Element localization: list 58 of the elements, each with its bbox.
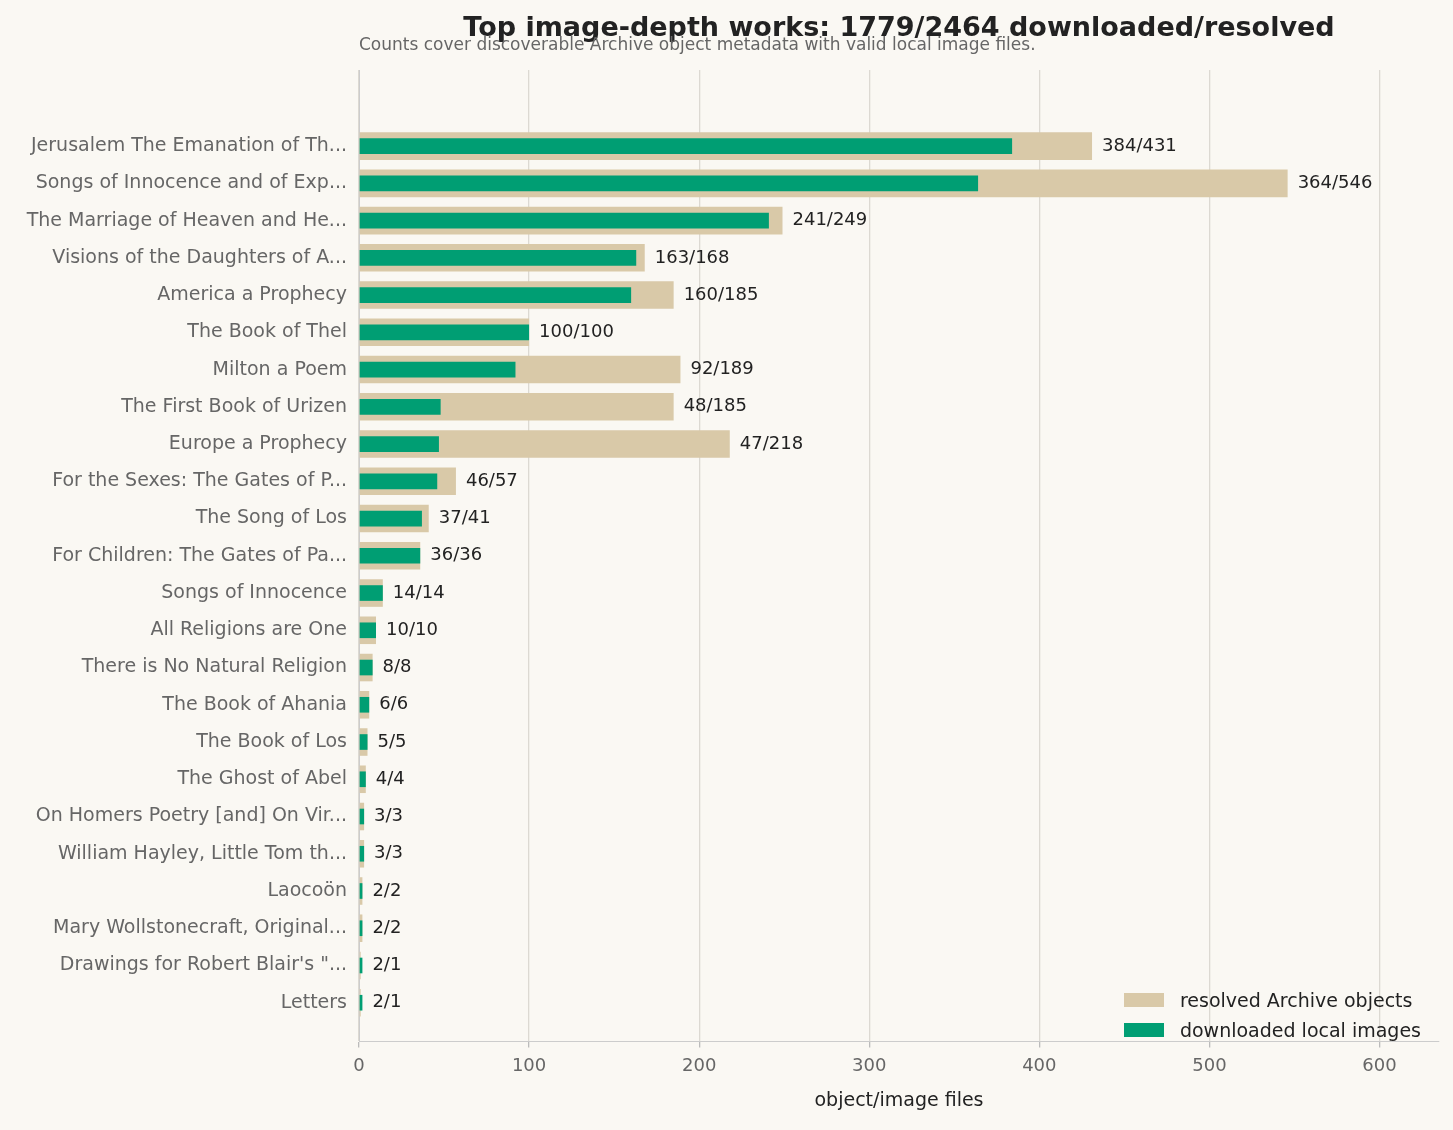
annotation: 100/100 xyxy=(539,320,614,341)
annotation: 241/249 xyxy=(792,208,868,230)
annotation: 37/41 xyxy=(438,506,491,528)
y-tick-label: Letters xyxy=(280,989,347,1012)
annotation: 384/431 xyxy=(1102,133,1177,155)
y-tick-label: Visions of the Daughters of A... xyxy=(52,244,347,267)
y-tick-label: Mary Wollstonecraft, Original... xyxy=(53,915,347,938)
annotation: 14/14 xyxy=(392,580,445,602)
annotation: 5/5 xyxy=(377,729,407,751)
x-tick-label: 100 xyxy=(511,1054,547,1076)
y-tick-label: Laocoön xyxy=(267,877,347,900)
x-tick-label: 400 xyxy=(1022,1054,1057,1076)
annotation: 2/1 xyxy=(372,953,402,975)
y-tick-label: The First Book of Urizen xyxy=(120,393,347,416)
y-tick-label: The Book of Thel xyxy=(186,319,347,342)
annotation: 46/57 xyxy=(465,468,518,490)
x-tick-label: 600 xyxy=(1362,1054,1397,1076)
y-tick-label: All Religions are One xyxy=(150,617,347,640)
annotation: 47/218 xyxy=(739,431,804,453)
annotation: 160/185 xyxy=(683,282,759,304)
y-tick-label: America a Prophecy xyxy=(157,282,347,305)
annotation: 10/10 xyxy=(386,617,438,639)
annotation: 48/185 xyxy=(683,394,747,416)
legend-label: resolved Archive objects xyxy=(1179,988,1413,1013)
y-tick-label: For Children: The Gates of Pa... xyxy=(52,542,347,565)
y-tick-label: The Book of Los xyxy=(195,728,347,751)
y-tick-label: The Ghost of Abel xyxy=(176,766,347,789)
annotation: 2/2 xyxy=(372,878,402,900)
annotation: 364/546 xyxy=(1297,171,1373,193)
x-tick-label: 0 xyxy=(353,1054,365,1076)
y-tick-label: The Song of Los xyxy=(194,505,347,528)
y-tick-label: The Marriage of Heaven and He... xyxy=(25,207,347,230)
y-tick-label: Europe a Prophecy xyxy=(168,431,347,453)
annotation: 2/2 xyxy=(372,915,402,937)
y-tick-label: William Hayley, Little Tom th... xyxy=(57,840,347,863)
y-tick-label: Milton a Poem xyxy=(212,356,347,379)
annotation: 3/3 xyxy=(374,804,404,826)
x-tick-label: 200 xyxy=(681,1054,717,1076)
y-tick-label: Songs of Innocence and of Exp... xyxy=(35,170,347,193)
x-tick-label: 500 xyxy=(1192,1054,1227,1076)
y-tick-label: Songs of Innocence xyxy=(161,579,347,602)
annotation: 3/3 xyxy=(374,841,404,863)
y-tick-label: There is No Natural Religion xyxy=(80,654,347,677)
legend-label: downloaded local images xyxy=(1179,1018,1421,1043)
y-tick-label: Drawings for Robert Blair's "... xyxy=(59,952,347,975)
x-tick-label: 300 xyxy=(852,1054,887,1076)
y-tick-label: On Homers Poetry [and] On Vir... xyxy=(35,803,347,826)
annotation: 163/168 xyxy=(654,245,730,267)
annotation: 36/36 xyxy=(430,543,483,565)
annotation: 4/4 xyxy=(375,766,405,788)
annotation: 8/8 xyxy=(382,655,412,677)
annotation: 6/6 xyxy=(379,692,409,714)
annotation: 2/1 xyxy=(372,990,402,1012)
y-tick-label: For the Sexes: The Gates of P... xyxy=(52,468,347,491)
x-axis-title: object/image files xyxy=(814,1087,984,1110)
annotation: 92/189 xyxy=(690,357,754,379)
y-tick-label: Jerusalem The Emanation of Th... xyxy=(30,133,347,156)
y-tick-label: The Book of Ahania xyxy=(161,691,347,714)
